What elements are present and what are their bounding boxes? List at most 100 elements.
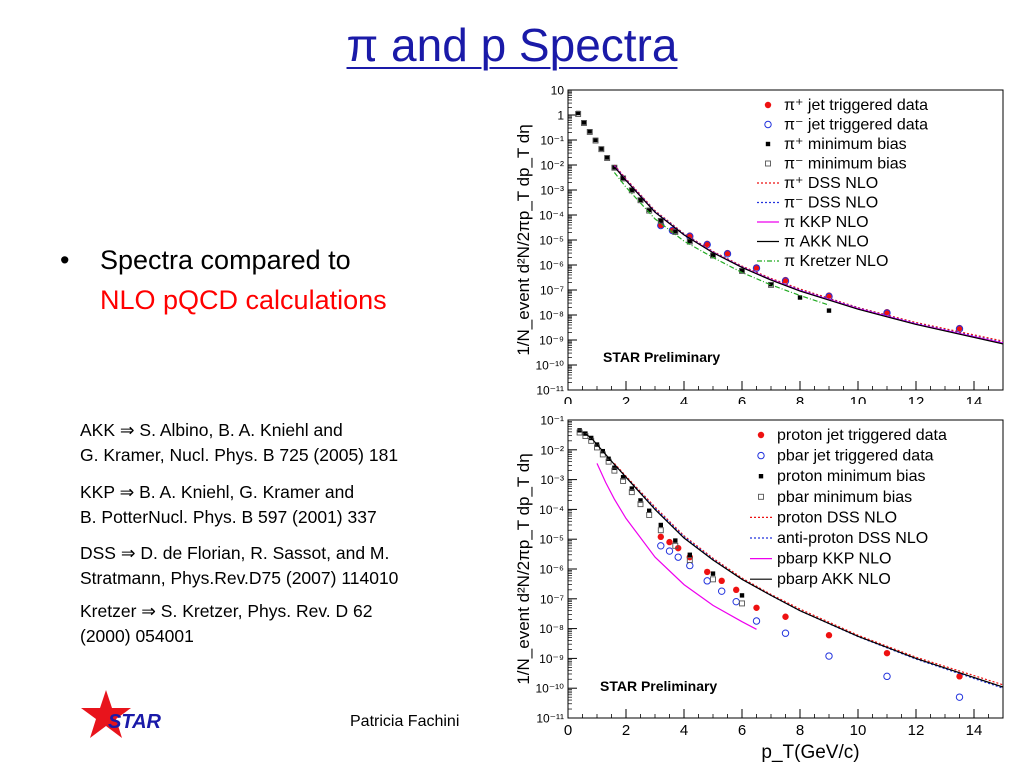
data-point: [620, 475, 626, 480]
slide-title: π and p Spectra: [346, 19, 678, 71]
reference-line: Stratmann, Phys.Rev.D75 (2007) 114010: [80, 568, 399, 588]
data-point: [826, 308, 832, 313]
data-point: [673, 538, 678, 543]
legend-label: π KKP NLO: [784, 214, 869, 231]
plot-area: [575, 110, 1003, 345]
data-point: [782, 613, 789, 620]
x-tick-label: 10: [850, 394, 867, 404]
reference-line: B. PotterNucl. Phys. B 597 (2001) 337: [80, 507, 377, 527]
data-point: [739, 600, 745, 607]
data-point: [704, 568, 711, 576]
y-tick-label: 10⁻²: [540, 443, 564, 457]
data-point: [883, 672, 891, 681]
series-line: [613, 462, 1003, 686]
data-point: [739, 268, 745, 273]
legend-swatch: [757, 451, 765, 460]
x-tick-label: 8: [796, 722, 804, 739]
data-point: [883, 649, 891, 657]
reference-dss: DSS ⇒ D. de Florian, R. Sassot, and M. S…: [80, 541, 398, 591]
data-point: [710, 576, 716, 583]
data-point: [638, 197, 643, 203]
x-tick-label: 14: [966, 722, 983, 739]
data-point: [575, 111, 582, 117]
data-point: [658, 218, 663, 223]
data-point: [628, 489, 635, 496]
y-tick-label: 10⁻⁴: [539, 209, 564, 223]
reference-kretzer: Kretzer ⇒ S. Kretzer, Phys. Rev. D 62 (2…: [80, 599, 373, 649]
data-point: [576, 429, 583, 436]
data-point: [593, 137, 598, 143]
x-tick-label: 10: [850, 722, 867, 739]
data-point: [665, 547, 674, 555]
legend-swatch: [764, 120, 772, 129]
legend-swatch: [758, 493, 764, 500]
legend-swatch: [765, 160, 771, 167]
legend-label: proton DSS NLO: [777, 509, 897, 526]
x-tick-label: 4: [680, 722, 688, 739]
data-point: [587, 129, 592, 134]
data-point: [575, 110, 581, 116]
data-point: [739, 593, 745, 598]
y-tick-label: 10⁻⁷: [540, 592, 564, 606]
data-point: [638, 498, 643, 503]
reference-kkp: KKP ⇒ B. A. Kniehl, G. Kramer and B. Pot…: [80, 480, 377, 530]
y-tick-label: 10⁻¹⁰: [536, 359, 565, 373]
legend-label: pbar jet triggered data: [777, 448, 934, 465]
data-point: [647, 508, 652, 513]
data-point: [657, 527, 664, 534]
data-point: [718, 577, 725, 585]
reference-line: KKP ⇒ B. A. Kniehl, G. Kramer and: [80, 482, 355, 502]
data-point: [611, 467, 618, 474]
x-tick-label: 8: [796, 394, 804, 404]
data-point: [580, 120, 587, 126]
data-point: [605, 458, 612, 465]
data-point: [710, 571, 716, 576]
reference-line: (2000) 054001: [80, 626, 194, 646]
data-point: [637, 197, 644, 204]
plot-frame: [567, 89, 1004, 391]
data-point: [825, 632, 833, 639]
data-point: [781, 277, 790, 285]
data-point: [674, 553, 682, 561]
y-tick-label: 10⁻⁹: [539, 652, 564, 666]
y-tick-label: 10⁻¹⁰: [536, 682, 565, 696]
plot-frame: [567, 419, 1004, 719]
legend-label: π⁺ jet triggered data: [784, 97, 928, 114]
data-point: [797, 295, 803, 300]
y-tick-label: 10⁻¹¹: [536, 712, 564, 726]
data-point: [686, 557, 693, 563]
bullet-marker: •: [60, 245, 70, 275]
data-point: [752, 617, 761, 625]
star-logo: STAR: [81, 690, 162, 738]
x-tick-label: 12: [908, 722, 925, 739]
reference-line: DSS ⇒ D. de Florian, R. Sassot, and M.: [80, 543, 390, 563]
y-tick-label: 10⁻⁶: [539, 563, 564, 577]
data-point: [658, 522, 663, 528]
data-point: [604, 155, 610, 160]
x-tick-label: 2: [622, 394, 630, 404]
legend-label: pbarp KKP NLO: [777, 551, 891, 568]
data-point: [710, 252, 716, 258]
y-tick-label: 10⁻⁵: [539, 234, 564, 248]
y-tick-label: 10⁻¹: [540, 414, 564, 428]
data-point: [592, 137, 599, 144]
y-tick-label: 10⁻⁵: [539, 533, 564, 547]
data-point: [733, 586, 740, 594]
legend-swatch: [757, 431, 765, 439]
legend-swatch: [765, 141, 771, 147]
pion-spectra-chart: 0 2 4 6 8 10 12 14 10 1 10⁻¹ 10⁻² 10⁻³ 10⁻⁴ 10⁻⁵ 10⁻⁶ 10…: [514, 86, 1004, 404]
data-point: [781, 629, 790, 637]
y-tick-label: 10⁻¹: [540, 134, 564, 148]
data-point: [753, 264, 760, 271]
y-axis-label: 1/N_event d²N/2πp_T dp_T dη: [514, 453, 533, 684]
legend-label: π Kretzer NLO: [784, 253, 888, 270]
data-point: [629, 187, 634, 193]
y-tick-label: 10⁻⁸: [539, 622, 564, 636]
footer-author: Patricia Fachini: [350, 713, 460, 730]
legend-label: proton jet triggered data: [777, 427, 947, 444]
x-tick-label: 6: [738, 394, 746, 404]
y-tick-label: 10⁻⁸: [539, 309, 564, 323]
x-tick-label: 0: [564, 394, 572, 404]
proton-spectra-chart: 0 2 4 6 8 10 12 14 10⁻¹ 10⁻² 10⁻³ 10⁻⁴ 10⁻⁵ 10⁻⁶ 10⁻⁷ 1…: [514, 414, 1004, 763]
data-point: [955, 693, 964, 701]
